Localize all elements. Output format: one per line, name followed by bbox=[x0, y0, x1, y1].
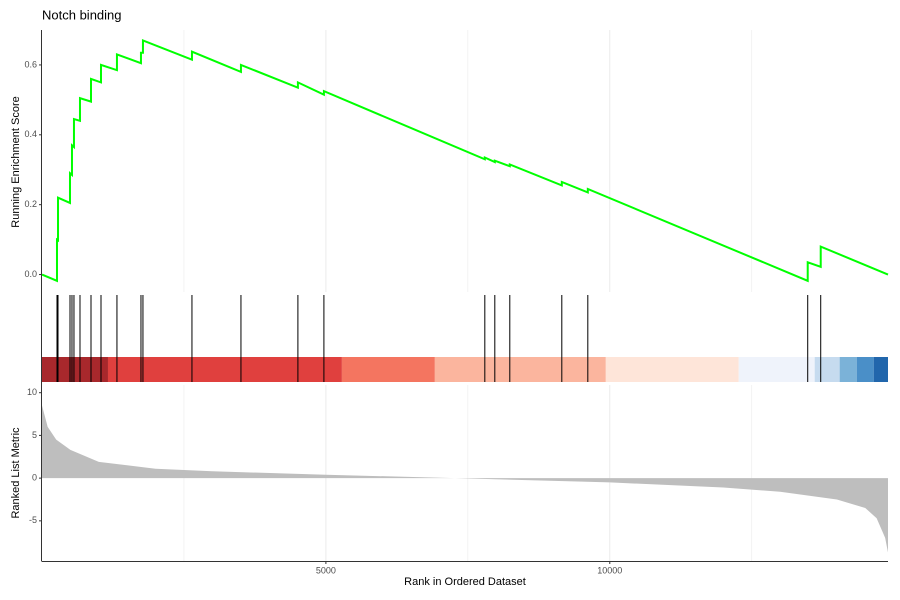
rank-band bbox=[107, 357, 342, 382]
y-tick-label: 0.4 bbox=[24, 129, 37, 139]
y-tick-label: 0.0 bbox=[24, 269, 37, 279]
x-tick-label: 10000 bbox=[597, 565, 622, 575]
y-tick-label: 5 bbox=[32, 430, 37, 440]
y-axis-label: Ranked List Metric bbox=[10, 427, 22, 519]
rank-band bbox=[42, 357, 108, 382]
y-tick-label: 10 bbox=[27, 387, 37, 397]
rank-band bbox=[605, 357, 739, 382]
enrichment-line bbox=[41, 39, 889, 283]
rank-band bbox=[434, 357, 606, 382]
x-tick-label: 5000 bbox=[316, 565, 336, 575]
y-tick-label: -5 bbox=[29, 515, 37, 525]
chart-title: Notch binding bbox=[42, 7, 122, 22]
rank-band bbox=[856, 357, 874, 382]
rank-band bbox=[814, 357, 840, 382]
rank-band bbox=[738, 357, 815, 382]
metric-area bbox=[42, 405, 888, 553]
rank-band bbox=[839, 357, 857, 382]
rank-band bbox=[873, 357, 888, 382]
y-tick-label: 0.2 bbox=[24, 199, 37, 209]
y-tick-label: 0.6 bbox=[24, 59, 37, 69]
y-axis-label: Running Enrichment Score bbox=[10, 96, 22, 227]
y-tick-label: 0 bbox=[32, 473, 37, 483]
x-axis-label: Rank in Ordered Dataset bbox=[404, 576, 526, 588]
rank-band bbox=[341, 357, 435, 382]
